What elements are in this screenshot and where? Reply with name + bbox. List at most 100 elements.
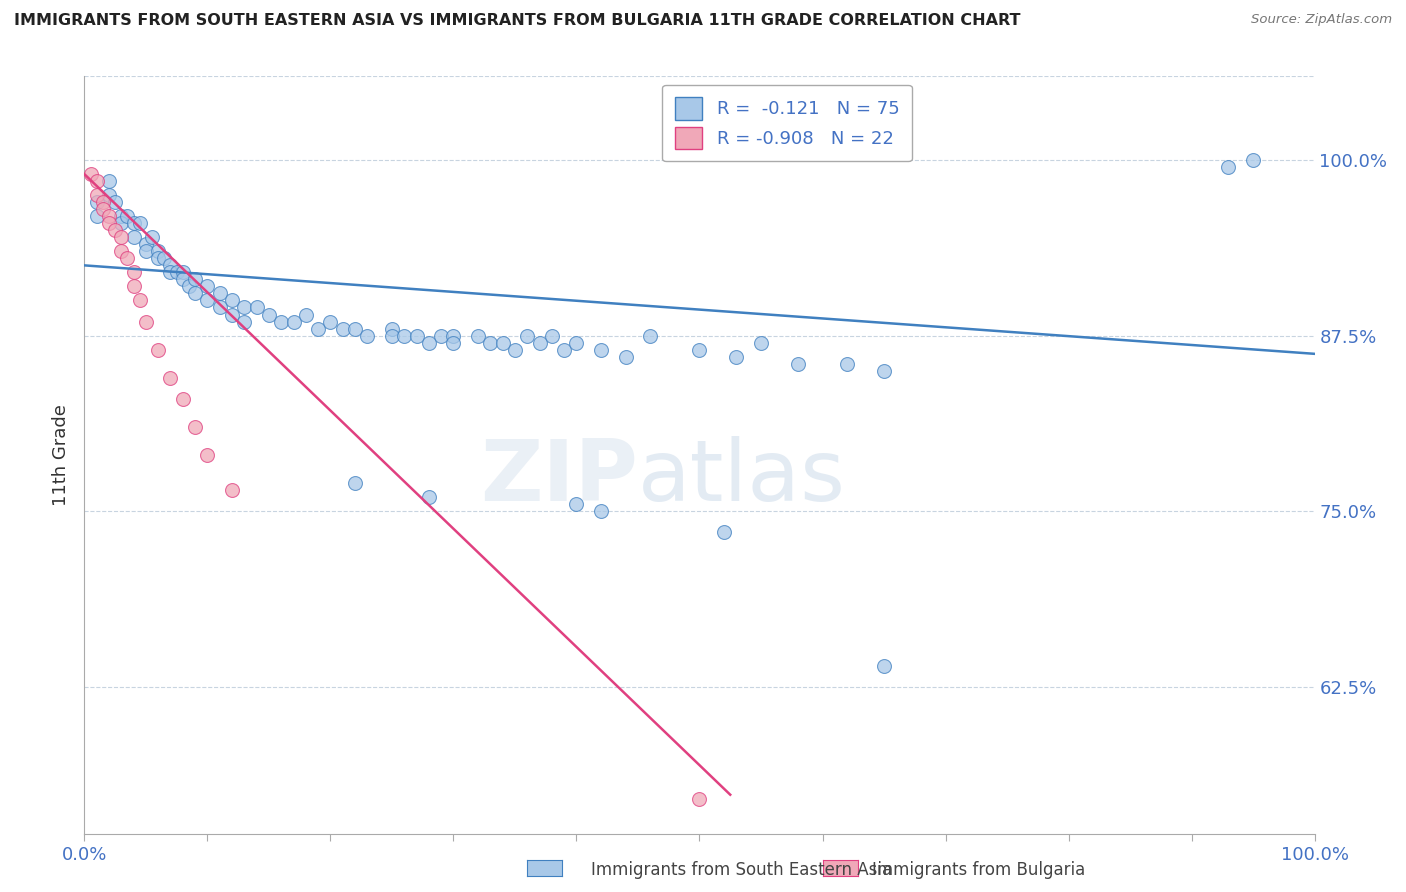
Point (197, 279, 219, 293)
Text: Immigrants from South Eastern Asia: Immigrants from South Eastern Asia (591, 861, 891, 879)
Point (418, 335, 440, 350)
Point (344, 475, 367, 490)
Point (787, 357, 810, 371)
Point (184, 272, 207, 286)
Point (553, 343, 575, 357)
Point (184, 286, 207, 301)
Point (221, 308, 243, 322)
Point (110, 216, 132, 230)
Point (443, 328, 465, 343)
Point (79, 167, 101, 181)
Point (381, 321, 404, 335)
Point (148, 252, 170, 266)
Point (208, 301, 231, 315)
Point (98, 188, 120, 202)
Point (128, 293, 150, 308)
Point (98, 174, 120, 188)
Point (307, 321, 329, 335)
Point (153, 252, 176, 266)
Point (640, 328, 662, 343)
Point (172, 265, 194, 279)
Point (135, 314, 157, 328)
Point (110, 209, 132, 223)
Point (159, 265, 181, 279)
Point (86, 195, 108, 210)
Point (614, 350, 637, 364)
Point (177, 279, 200, 293)
Point (516, 328, 538, 343)
Point (122, 216, 145, 230)
Point (159, 259, 181, 273)
Point (197, 293, 219, 308)
Point (98, 216, 120, 230)
Point (172, 392, 194, 406)
Point (135, 237, 157, 252)
Point (141, 230, 163, 244)
Point (246, 301, 269, 315)
Point (503, 343, 526, 357)
Point (356, 328, 378, 343)
Point (122, 265, 145, 279)
Point (110, 244, 132, 259)
Point (405, 328, 427, 343)
Point (148, 244, 170, 259)
Point (443, 335, 465, 350)
Point (873, 364, 896, 378)
Point (91, 195, 114, 210)
Point (117, 209, 139, 223)
Point (1218, 160, 1240, 174)
Point (166, 265, 188, 279)
Text: Immigrants from Bulgaria: Immigrants from Bulgaria (872, 861, 1085, 879)
Point (270, 314, 292, 328)
Point (135, 244, 157, 259)
Point (541, 328, 564, 343)
Point (319, 314, 342, 328)
Point (122, 279, 145, 293)
Point (208, 286, 231, 301)
Point (257, 308, 280, 322)
Point (418, 490, 440, 504)
Point (91, 202, 114, 217)
Point (295, 308, 318, 322)
Point (98, 209, 120, 223)
Point (233, 314, 256, 328)
Point (128, 216, 150, 230)
Text: IMMIGRANTS FROM SOUTH EASTERN ASIA VS IMMIGRANTS FROM BULGARIA 11TH GRADE CORREL: IMMIGRANTS FROM SOUTH EASTERN ASIA VS IM… (14, 13, 1021, 29)
Point (221, 483, 243, 497)
Point (565, 497, 588, 511)
Point (467, 328, 489, 343)
Point (233, 301, 256, 315)
Point (122, 230, 145, 244)
Point (492, 335, 515, 350)
Point (689, 792, 711, 806)
Point (283, 314, 305, 328)
Point (749, 335, 772, 350)
Point (725, 350, 748, 364)
Point (1241, 153, 1264, 167)
Point (86, 209, 108, 223)
Point (565, 335, 588, 350)
Point (184, 420, 207, 434)
Text: Source: ZipAtlas.com: Source: ZipAtlas.com (1251, 13, 1392, 27)
Point (86, 188, 108, 202)
Point (344, 321, 367, 335)
Point (529, 335, 551, 350)
Point (591, 504, 613, 518)
Point (159, 370, 181, 384)
Point (381, 328, 404, 343)
Point (479, 335, 502, 350)
Point (837, 357, 859, 371)
Point (394, 328, 416, 343)
Point (117, 252, 139, 266)
Point (86, 174, 108, 188)
Y-axis label: 11th Grade: 11th Grade (52, 404, 70, 506)
Point (430, 328, 453, 343)
Point (172, 272, 194, 286)
Text: atlas: atlas (638, 436, 846, 519)
Point (197, 448, 219, 462)
Legend: R =  -0.121   N = 75, R = -0.908   N = 22: R = -0.121 N = 75, R = -0.908 N = 22 (662, 85, 912, 161)
Point (148, 343, 170, 357)
Text: ZIP: ZIP (481, 436, 638, 519)
Point (873, 658, 896, 673)
Point (591, 343, 613, 357)
